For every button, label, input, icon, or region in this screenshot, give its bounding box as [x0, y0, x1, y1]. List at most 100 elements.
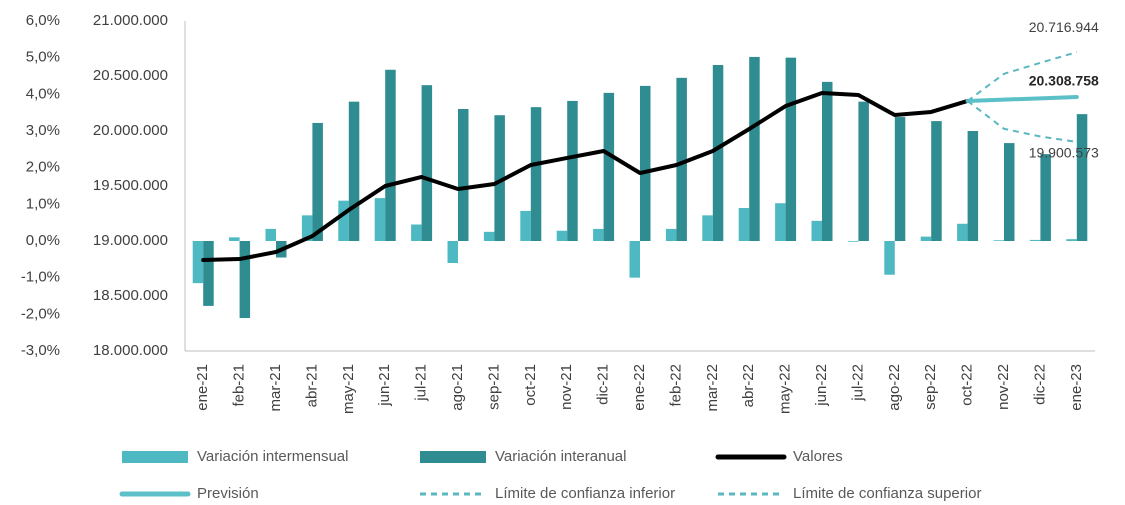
bar: [338, 200, 349, 241]
x-tick-label: oct-21: [522, 364, 539, 406]
line: [201, 91, 970, 263]
x-tick-label: abr-21: [303, 364, 320, 407]
bar: [411, 224, 422, 241]
x-tick-label: jun-21: [376, 364, 393, 407]
bar: [1040, 154, 1051, 241]
x-tick-label: sep-22: [922, 364, 939, 410]
bar: [738, 208, 750, 241]
legend-label: Valores: [793, 448, 843, 465]
x-tick-label: may-22: [777, 364, 794, 414]
y-tick-label: -3,0%: [21, 342, 60, 359]
legend-label: Límite de confianza superior: [793, 485, 981, 502]
legend-label: Variación interanual: [495, 448, 626, 465]
bar: [749, 56, 760, 241]
bar: [530, 107, 542, 242]
bar: [421, 85, 433, 242]
y-tick-label: -1,0%: [21, 269, 60, 286]
y-tick-label: 2,0%: [26, 159, 60, 176]
bar: [967, 131, 979, 241]
bar: [483, 231, 495, 241]
bar: [920, 236, 932, 241]
x-tick-label: ago-21: [449, 364, 466, 411]
y-tick-label: 4,0%: [26, 85, 60, 102]
x-tick-label: jul-21: [413, 364, 430, 402]
x-tick-label: jun-22: [813, 364, 830, 407]
bar: [640, 85, 651, 242]
bar: [993, 240, 1004, 241]
x-tick-label: ene-21: [194, 364, 211, 411]
x-tick-label: ene-23: [1068, 364, 1085, 411]
bar: [192, 241, 204, 284]
bar: [1076, 114, 1088, 241]
y-tick-label: 0,0%: [26, 232, 60, 249]
bar: [931, 121, 942, 241]
y2-tick-label: 21.000.000: [93, 12, 168, 29]
bar: [447, 241, 458, 263]
x-tick-label: sep-21: [485, 364, 502, 410]
legend-label: Límite de confianza inferior: [495, 485, 675, 502]
y2-tick-label: 19.500.000: [93, 177, 168, 194]
bar: [858, 101, 869, 242]
bar: [957, 223, 968, 241]
x-tick-label: nov-21: [558, 364, 575, 410]
bar: [775, 203, 786, 241]
y2-tick-label: 20.500.000: [93, 67, 168, 84]
y2-tick-label: 20.000.000: [93, 122, 168, 139]
line: [965, 95, 1079, 103]
x-tick-label: ene-22: [631, 364, 648, 411]
x-tick-label: feb-22: [667, 364, 684, 407]
bar: [785, 57, 797, 241]
x-tick-label: abr-22: [740, 364, 757, 407]
bar: [265, 228, 276, 241]
y2-tick-label: 18.000.000: [93, 342, 168, 359]
x-tick-label: ago-22: [886, 364, 903, 411]
y-tick-label: 5,0%: [26, 49, 60, 66]
bar: [494, 115, 505, 241]
bar: [1066, 239, 1077, 241]
x-tick-label: dic-21: [595, 364, 612, 405]
bar: [203, 241, 214, 306]
bar: [301, 215, 313, 241]
x-tick-label: oct-22: [959, 364, 976, 406]
bar: [676, 77, 687, 241]
bar: [593, 228, 604, 241]
legend-label: Previsión: [197, 485, 259, 502]
data-label: 20.716.944: [1029, 19, 1099, 35]
bar: [702, 215, 713, 241]
bar: [712, 65, 724, 241]
x-tick-label: may-21: [340, 364, 357, 414]
bar: [520, 210, 531, 241]
bar: [603, 92, 615, 241]
legend-label: Variación intermensual: [197, 448, 348, 465]
x-tick-label: mar-21: [267, 364, 284, 412]
data-label: 20.308.758: [1029, 73, 1099, 89]
y2-tick-label: 18.500.000: [93, 287, 168, 304]
bar: [312, 122, 323, 241]
y-tick-label: -2,0%: [21, 305, 60, 322]
bar: [567, 100, 578, 241]
legend-swatch: [420, 451, 486, 463]
x-tick-label: feb-21: [231, 364, 248, 407]
bar: [385, 69, 396, 242]
bar: [822, 81, 833, 241]
y-tick-label: 1,0%: [26, 195, 60, 212]
bar: [458, 109, 469, 241]
bar: [894, 117, 906, 241]
y2-tick-label: 19.000.000: [93, 232, 168, 249]
bar: [1004, 143, 1015, 241]
y-tick-label: 3,0%: [26, 122, 60, 139]
line: [966, 100, 1077, 143]
bar: [1029, 239, 1041, 241]
x-tick-label: mar-22: [704, 364, 721, 412]
bar: [884, 241, 895, 275]
x-tick-label: nov-22: [995, 364, 1012, 410]
bar: [229, 237, 240, 241]
bar: [847, 241, 859, 242]
legend-swatch: [122, 451, 188, 463]
x-tick-label: dic-22: [1031, 364, 1048, 405]
x-tick-label: jul-22: [849, 364, 866, 402]
bar: [665, 228, 677, 241]
bar: [374, 198, 386, 241]
y-tick-label: 6,0%: [26, 12, 60, 29]
bar: [629, 241, 640, 278]
